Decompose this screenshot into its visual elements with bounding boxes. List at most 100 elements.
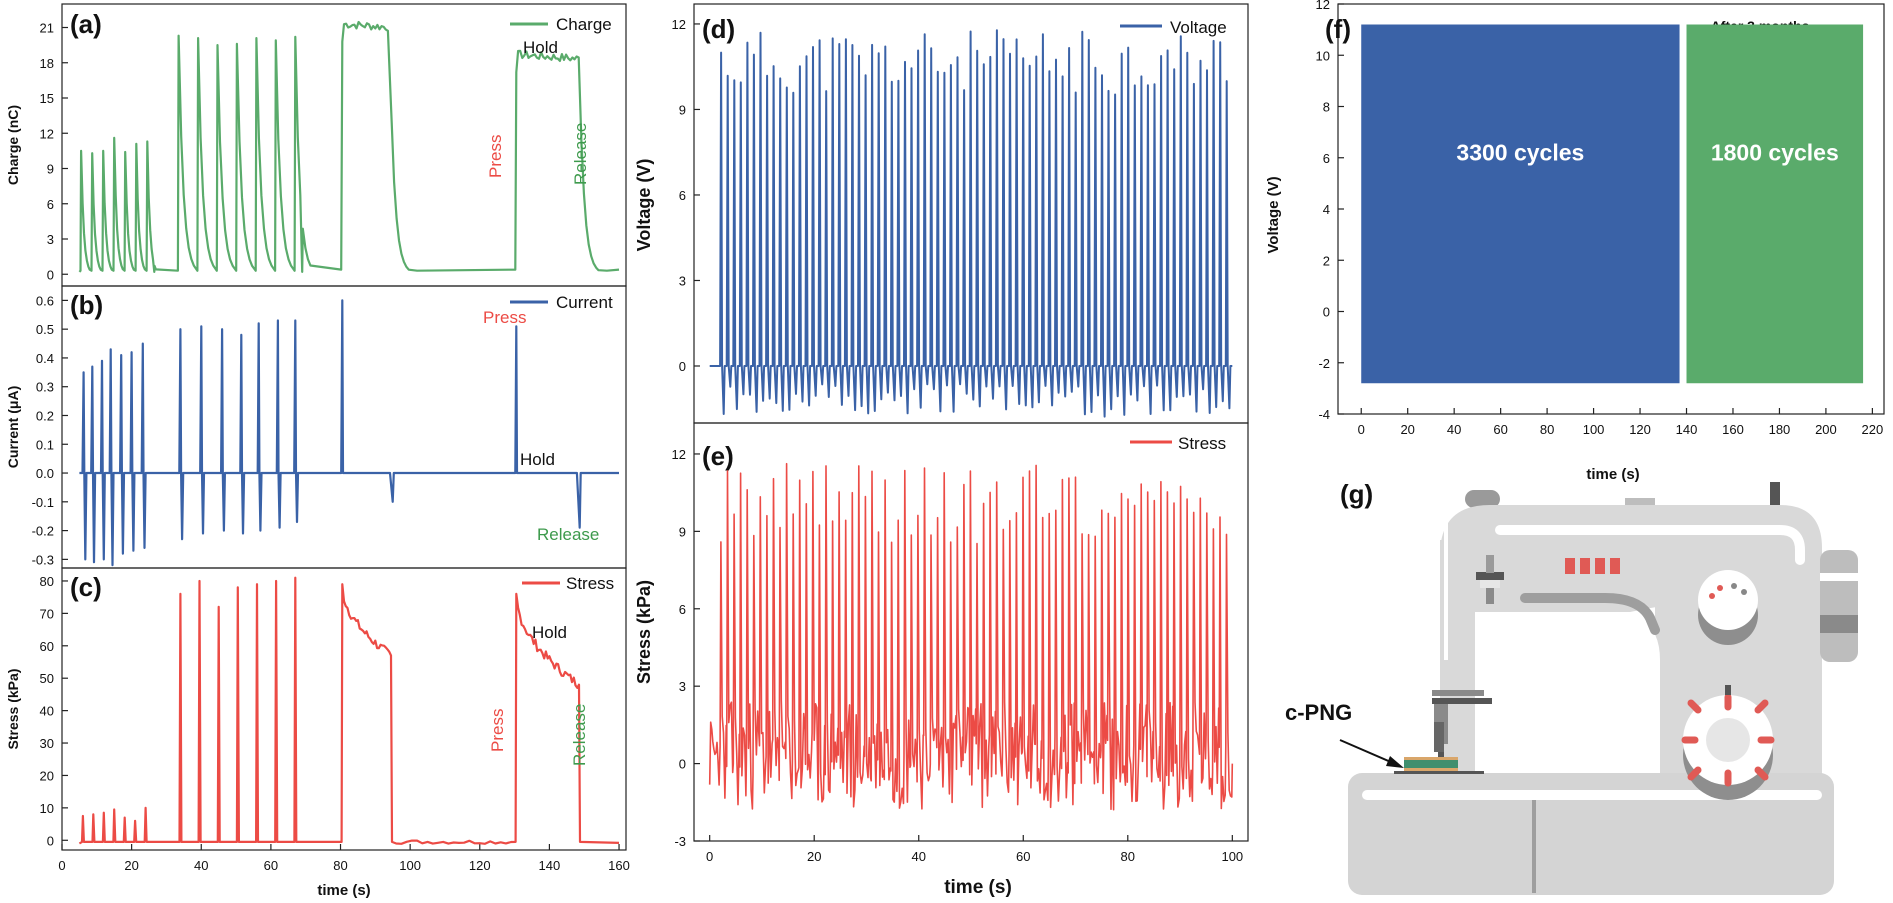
panel-f-ylabel: Voltage (V) xyxy=(1265,176,1282,253)
handwheel-stripe xyxy=(1820,573,1858,581)
panel-e-frame xyxy=(693,422,1249,842)
panel-e-legend: Stress xyxy=(1130,434,1226,453)
panel-d-voltage: (d) Voltage (V) Voltage 0 3 6 9 12 xyxy=(634,3,1249,424)
machine-base-divider xyxy=(1532,800,1536,893)
panel-c-stress: (c) Stress (kPa) time (s) Stress 0 10 20 30… xyxy=(5,567,630,899)
machine-arch-gap xyxy=(1470,612,1660,775)
y-tick-label: 12 xyxy=(672,447,686,462)
legend-label-stress-c: Stress xyxy=(566,574,614,593)
panel-f-letter: (f) xyxy=(1325,14,1351,44)
annotation-press-c: Press xyxy=(488,709,507,752)
device-pointer-arrow-icon xyxy=(1339,739,1404,768)
x-tick-label: 60 xyxy=(1016,849,1030,864)
machine-base xyxy=(1348,773,1834,895)
y-tick-label: 8 xyxy=(1323,100,1330,115)
stress-series-line-c xyxy=(78,576,620,845)
stitch-selector-dial-icon xyxy=(1681,685,1775,800)
y-tick-label: 30 xyxy=(40,736,54,751)
x-tick-label: 80 xyxy=(1121,849,1135,864)
y-tick-label: 2 xyxy=(1323,253,1330,268)
needle-assembly-icon xyxy=(1432,690,1492,764)
handwheel-shadow xyxy=(1820,615,1858,633)
x-tick-label: 140 xyxy=(539,858,561,873)
panel-a-letter: (a) xyxy=(70,9,102,39)
legend-label-stress-e: Stress xyxy=(1178,434,1226,453)
y-tick-label: 0.5 xyxy=(36,322,54,337)
annotation-hold-c: Hold xyxy=(532,623,567,642)
x-tick-label: 180 xyxy=(1769,422,1791,437)
bobbin-winder-icon xyxy=(1476,555,1504,604)
y-tick-label: 15 xyxy=(40,91,54,106)
y-tick-label: 6 xyxy=(679,188,686,203)
annotation-hold-b: Hold xyxy=(520,450,555,469)
y-tick-label: 9 xyxy=(679,102,686,117)
panel-g-letter: (g) xyxy=(1340,479,1373,509)
tension-dial-icon xyxy=(1698,570,1758,645)
device-label: c-PNG xyxy=(1285,700,1352,725)
y-tick-label: 3 xyxy=(679,273,686,288)
x-tick-label: 80 xyxy=(333,858,347,873)
y-tick-label: 6 xyxy=(679,602,686,617)
y-tick-label: 0 xyxy=(679,757,686,772)
panel-e-xlabel: time (s) xyxy=(944,877,1012,898)
panel-c-legend: Stress xyxy=(522,574,614,593)
cycle-block-2 xyxy=(1686,24,1864,384)
machine-upper-arm xyxy=(1440,505,1822,640)
spool-pin-left-icon xyxy=(1465,490,1500,508)
y-tick-label: 9 xyxy=(679,524,686,539)
cycle-block-1 xyxy=(1361,24,1680,384)
x-tick-label: 160 xyxy=(608,858,630,873)
x-tick-label: 100 xyxy=(399,858,421,873)
panel-e-ylabel: Stress (kPa) xyxy=(634,580,654,684)
y-tick-label: 4 xyxy=(1323,202,1330,217)
annotation-release-a: Release xyxy=(571,123,590,185)
y-tick-label: -0.3 xyxy=(32,552,54,567)
x-tick-label: 100 xyxy=(1583,422,1605,437)
legend-label-voltage: Voltage xyxy=(1170,18,1227,37)
y-tick-label: 12 xyxy=(1316,0,1330,12)
panel-a-legend: Charge xyxy=(510,15,612,34)
y-tick-label: 9 xyxy=(47,162,54,177)
annotation-release-c: Release xyxy=(570,704,589,766)
y-tick-label: 0.2 xyxy=(36,408,54,423)
x-tick-label: 60 xyxy=(264,858,278,873)
y-tick-label: 80 xyxy=(40,574,54,589)
cycle-block-label-1: 3300 cycles xyxy=(1456,139,1584,165)
x-tick-label: 20 xyxy=(124,858,138,873)
x-tick-label: 80 xyxy=(1540,422,1554,437)
arm-highlight-stripe xyxy=(1495,525,1805,565)
y-tick-label: 20 xyxy=(40,768,54,783)
panel-d-legend: Voltage xyxy=(1120,18,1227,37)
y-tick-label: -3 xyxy=(674,834,686,849)
legend-label-current: Current xyxy=(556,293,613,312)
y-tick-label: 6 xyxy=(1323,151,1330,166)
panel-b-legend: Current xyxy=(510,293,613,312)
y-tick-label: 21 xyxy=(40,21,54,36)
arm-shadow-stripe xyxy=(1520,593,1660,635)
panel-c-xlabel: time (s) xyxy=(317,882,370,899)
panel-d-letter: (d) xyxy=(702,14,735,44)
annotation-press-b: Press xyxy=(483,308,526,327)
head-highlight-stripe xyxy=(1385,513,1427,562)
annotation-hold-a: Hold xyxy=(523,38,558,57)
cycle-block-label-2: 1800 cycles xyxy=(1711,139,1839,165)
stitch-indicator-icon xyxy=(1565,558,1620,574)
annotation-press-a: Press xyxy=(486,135,505,178)
y-tick-label: 10 xyxy=(1316,48,1330,63)
x-tick-label: 0 xyxy=(706,849,713,864)
y-tick-label: 40 xyxy=(40,704,54,719)
c-png-device-icon xyxy=(1394,757,1484,774)
legend-label-charge: Charge xyxy=(556,15,612,34)
panel-f-durability: (f) Voltage (V) time (s) After 3 months … xyxy=(1265,0,1885,483)
y-tick-label: -2 xyxy=(1318,356,1330,371)
y-tick-label: 0 xyxy=(679,359,686,374)
panel-a-charge: (a) Charge (nC) Charge 0 3 6 9 12 15 18 21 Hold… xyxy=(5,3,627,287)
current-series-line xyxy=(79,299,619,567)
x-tick-label: 120 xyxy=(469,858,491,873)
y-tick-label: 0 xyxy=(47,267,54,282)
y-tick-label: 0.0 xyxy=(36,466,54,481)
x-tick-label: 0 xyxy=(1358,422,1365,437)
x-tick-label: 140 xyxy=(1676,422,1698,437)
annotation-release-b: Release xyxy=(537,525,599,544)
